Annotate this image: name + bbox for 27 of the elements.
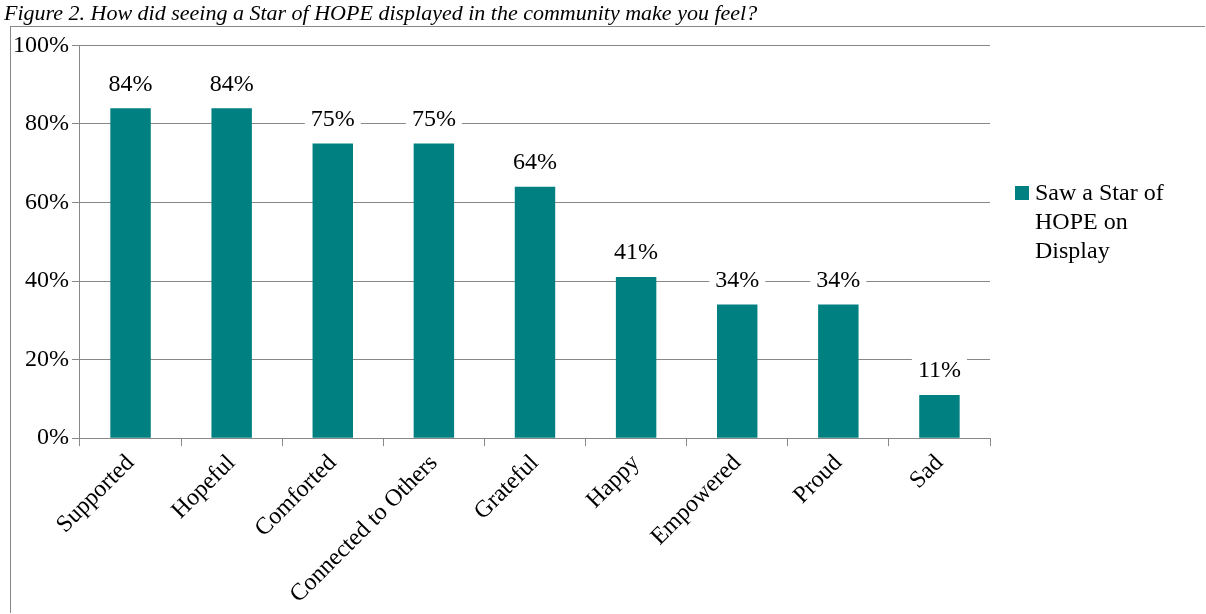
bar bbox=[211, 108, 252, 438]
y-tick-label: 60% bbox=[24, 187, 69, 214]
legend-label: Saw a Star of HOPE on Display bbox=[1035, 178, 1165, 265]
y-tick-label: 20% bbox=[24, 344, 69, 371]
bar bbox=[919, 394, 960, 438]
bar bbox=[110, 108, 151, 438]
chart-title: Figure 2. How did seeing a Star of HOPE displayed in the community make you feel? bbox=[4, 0, 758, 26]
y-tick-label: 100% bbox=[12, 30, 69, 57]
bar bbox=[514, 186, 556, 438]
bar bbox=[615, 277, 657, 438]
x-tick-label: Sad bbox=[903, 448, 948, 493]
data-label: 41% bbox=[614, 238, 659, 265]
data-label: 11% bbox=[917, 356, 961, 383]
data-label: 75% bbox=[411, 104, 456, 131]
data-label: 34% bbox=[816, 265, 861, 292]
y-tick-label: 40% bbox=[24, 266, 69, 293]
data-label: 75% bbox=[310, 104, 355, 131]
bar bbox=[312, 143, 353, 438]
bar bbox=[818, 304, 859, 438]
y-tick-label: 80% bbox=[24, 109, 69, 136]
data-label: 34% bbox=[715, 265, 760, 292]
data-label: 84% bbox=[209, 69, 254, 96]
bar bbox=[413, 143, 455, 438]
data-label: 64% bbox=[513, 148, 557, 175]
bar bbox=[717, 304, 758, 438]
data-label: 84% bbox=[108, 69, 153, 96]
y-tick-label: 0% bbox=[36, 423, 69, 450]
